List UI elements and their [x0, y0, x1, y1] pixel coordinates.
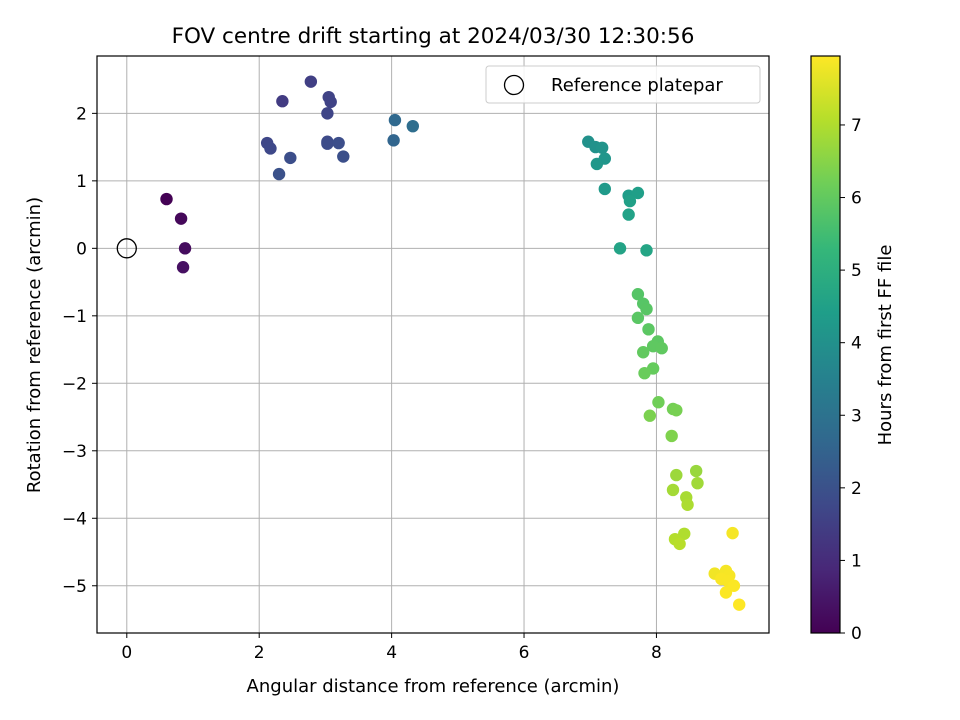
colorbar-gradient [810, 55, 841, 634]
data-point [387, 134, 400, 147]
colorbar-tick-label: 3 [851, 406, 862, 426]
data-point [733, 598, 746, 611]
data-point [598, 182, 612, 196]
data-point [272, 167, 286, 181]
data-point [174, 212, 188, 225]
data-point [640, 244, 653, 257]
x-tick-label: 2 [254, 643, 265, 663]
colorbar-tick-label: 6 [851, 189, 862, 209]
data-point [595, 141, 609, 154]
data-point [643, 409, 657, 422]
x-tick-label: 8 [651, 643, 662, 663]
data-point [670, 404, 683, 417]
data-point [631, 311, 645, 325]
x-tick-label: 0 [121, 643, 132, 663]
plot-frame [96, 55, 770, 634]
data-point [388, 113, 402, 127]
data-point [613, 242, 627, 255]
x-axis: 0 2 4 6 8 [121, 633, 662, 663]
data-point [652, 396, 665, 409]
data-point [631, 288, 645, 301]
colorbar-label: Hours from first FF file [875, 245, 896, 446]
y-tick-label: −5 [62, 577, 87, 597]
data-point [670, 468, 683, 482]
data-point [332, 136, 345, 150]
data-point [655, 342, 668, 355]
data-point [691, 476, 704, 490]
data-point [622, 208, 635, 221]
colorbar-tick-label: 0 [851, 624, 862, 644]
data-point [324, 95, 337, 109]
data-point [321, 107, 334, 120]
y-tick-label: 1 [76, 172, 87, 192]
x-tick-label: 6 [519, 643, 530, 663]
data-point [719, 586, 733, 599]
y-tick-label: 2 [76, 104, 87, 124]
colorbar-tick-label: 4 [851, 334, 862, 354]
y-axis: 2 1 0 −1 −2 −3 −4 −5 [62, 104, 97, 597]
data-point [640, 302, 653, 316]
y-tick-label: −4 [62, 509, 87, 529]
data-point [264, 142, 277, 155]
colorbar-tick-label: 7 [851, 116, 862, 136]
data-point [276, 95, 289, 108]
data-point [631, 186, 645, 200]
data-point [642, 323, 655, 336]
y-tick-label: −3 [62, 442, 87, 462]
data-point [284, 151, 297, 165]
data-point [623, 194, 637, 208]
legend-box [485, 65, 761, 104]
data-point [678, 527, 691, 540]
x-tick-label: 4 [386, 643, 397, 663]
reference-point-marker [116, 238, 137, 259]
chart-title: FOV centre drift starting at 2024/03/30 … [172, 24, 695, 49]
data-point [178, 242, 192, 255]
y-axis-label: Rotation from reference (arcmin) [24, 197, 45, 493]
colorbar: 0 1 2 3 4 5 6 7 Hours from first FF file [810, 55, 896, 644]
colorbar-ticks: 0 1 2 3 4 5 6 7 [840, 116, 862, 644]
data-point [637, 346, 650, 359]
data-point [160, 192, 173, 206]
data-point [689, 464, 703, 478]
data-point [304, 75, 318, 88]
data-point [673, 537, 686, 551]
data-point [406, 119, 420, 133]
x-axis-label: Angular distance from reference (arcmin) [247, 676, 620, 697]
plot-points [116, 75, 746, 611]
data-point [638, 366, 651, 380]
data-point [666, 483, 680, 497]
data-point [337, 150, 350, 163]
y-tick-label: 0 [76, 239, 87, 259]
legend-marker-reference [503, 74, 525, 96]
data-point [590, 157, 604, 171]
data-point [681, 498, 694, 511]
colorbar-tick-label: 2 [851, 479, 862, 499]
data-point [321, 137, 334, 150]
data-point [665, 429, 678, 443]
y-tick-label: −2 [62, 374, 87, 394]
legend: Reference platepar [485, 65, 761, 104]
colorbar-tick-label: 1 [851, 551, 862, 571]
y-tick-label: −1 [62, 307, 87, 327]
plot-grid [97, 56, 769, 633]
colorbar-tick-label: 5 [851, 261, 862, 281]
legend-label-reference: Reference platepar [551, 75, 723, 96]
data-point [726, 526, 739, 540]
data-point [176, 261, 190, 274]
